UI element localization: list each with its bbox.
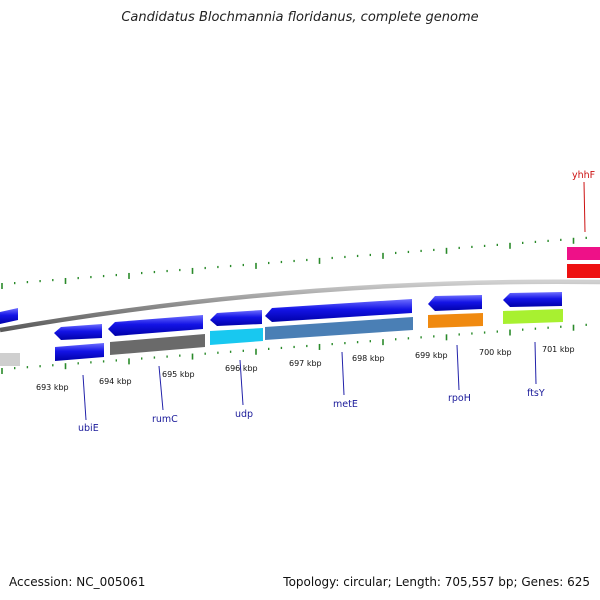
kbp-label: 700 kbp	[479, 348, 512, 357]
forward-gene-track	[0, 292, 562, 340]
outer-tick-ring	[1, 236, 587, 289]
kbp-label: 701 kbp	[542, 345, 575, 354]
genome-summary-text: Topology: circular; Length: 705,557 bp; …	[283, 575, 590, 589]
kbp-scale-labels: 693 kbp 694 kbp 695 kbp 696 kbp 697 kbp …	[36, 345, 575, 392]
leader-line-metE	[341, 351, 345, 396]
kbp-label: 696 kbp	[225, 364, 258, 373]
kbp-label: 695 kbp	[162, 370, 195, 379]
feature-ftsY[interactable]	[503, 309, 563, 324]
gene-arrow-rumC[interactable]	[108, 315, 203, 336]
genome-backbone	[0, 279, 600, 333]
feature-yhhF-pink[interactable]	[567, 247, 600, 260]
gene-arrow-rpoH[interactable]	[428, 295, 482, 311]
gene-label-lines	[82, 181, 586, 421]
gene-arrow-ftsY[interactable]	[503, 292, 562, 307]
leader-line-yhhF	[583, 181, 586, 233]
map-title: Candidatus Blochmannia floridanus, compl…	[121, 10, 479, 25]
accession-text: Accession: NC_005061	[9, 575, 146, 589]
inner-tick-ring	[1, 323, 587, 374]
kbp-label: 694 kbp	[99, 377, 132, 386]
kbp-label: 699 kbp	[415, 351, 448, 360]
feature-udp[interactable]	[210, 328, 263, 345]
gene-arrow-ubiE[interactable]	[54, 324, 102, 340]
leader-line-ubiE	[82, 374, 87, 421]
feature-rumC[interactable]	[110, 334, 205, 355]
kbp-label: 697 kbp	[289, 359, 322, 368]
feature-partial-left[interactable]	[0, 353, 20, 366]
feature-rpoH[interactable]	[428, 313, 483, 328]
leader-line-udp	[239, 359, 244, 406]
gene-label-rumC[interactable]: rumC	[152, 414, 178, 425]
gene-label-yhhF[interactable]: yhhF	[572, 170, 595, 181]
gene-label-metE[interactable]: metE	[333, 399, 358, 410]
gene-label-rpoH[interactable]: rpoH	[448, 393, 471, 404]
leader-line-rumC	[158, 365, 164, 411]
gene-label-ubiE[interactable]: ubiE	[78, 423, 99, 434]
leader-line-ftsY	[534, 341, 537, 385]
feature-metE[interactable]	[265, 317, 413, 340]
gene-label-udp[interactable]: udp	[235, 409, 253, 420]
cog-feature-track	[0, 247, 600, 366]
gene-arrow-partial-left[interactable]	[0, 308, 18, 324]
gene-arrow-udp[interactable]	[210, 310, 262, 326]
gene-label-ftsY[interactable]: ftsY	[527, 388, 545, 399]
gene-labels: ubiE rumC udp metE rpoH ftsY yhhF	[78, 170, 595, 434]
feature-ubiE[interactable]	[55, 343, 104, 361]
leader-line-rpoH	[456, 344, 460, 391]
kbp-label: 698 kbp	[352, 354, 385, 363]
feature-yhhF-red[interactable]	[567, 264, 600, 278]
gene-arrow-metE[interactable]	[265, 299, 412, 322]
kbp-label: 693 kbp	[36, 383, 69, 392]
